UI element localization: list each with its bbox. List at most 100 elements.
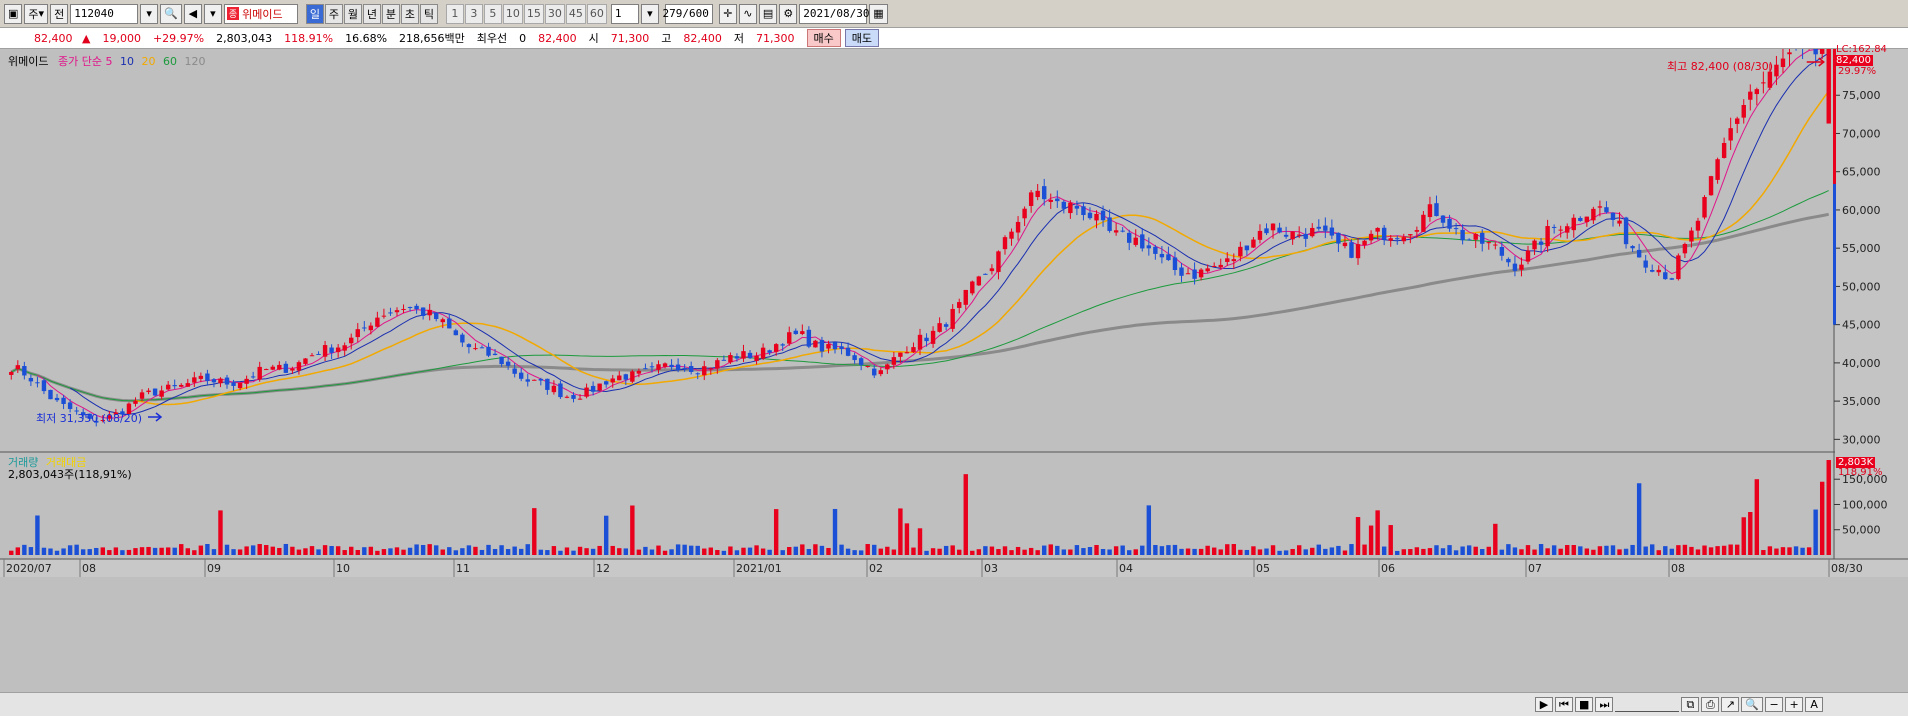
zoom-in-icon[interactable]: + <box>1785 697 1804 712</box>
volume-bar <box>107 550 112 555</box>
volume-bar <box>741 547 746 555</box>
candle-body <box>728 355 733 363</box>
stock-code-input[interactable]: 112040 <box>70 3 139 24</box>
y-tick-label: 55,000 <box>1842 242 1881 255</box>
interval-button[interactable]: 30 <box>544 3 565 24</box>
legend-ma-label: 종가 단순 <box>57 55 102 68</box>
chart-scrollbar[interactable]: ▶ ⏮ ■ ⏭ ⧉ ⎙ ↗ 🔍 − + A <box>0 692 1908 716</box>
scroll-right-icon[interactable]: ▶ <box>1535 697 1553 712</box>
candle-body <box>165 384 171 390</box>
count-input[interactable]: 1 <box>610 3 639 24</box>
candle-body <box>1519 264 1524 270</box>
rewind-icon[interactable]: ⏮ <box>1555 697 1573 712</box>
interval-button[interactable]: 60 <box>586 3 607 24</box>
ma10-line <box>69 52 1829 415</box>
fast-forward-icon[interactable]: ⏭ <box>1595 697 1614 712</box>
gear-icon[interactable]: ⚙ <box>779 3 798 24</box>
candle-body <box>35 382 40 384</box>
y-tick-label: 40,000 <box>1842 357 1881 370</box>
y-tick-label: 30,000 <box>1842 433 1881 446</box>
volume-bar <box>1656 550 1661 555</box>
code-dropdown-icon[interactable]: ▾ <box>140 3 159 24</box>
volume-bar <box>1218 549 1223 555</box>
candle-body <box>322 345 328 357</box>
candle-body <box>643 368 648 370</box>
volume-bar <box>41 547 47 555</box>
interval-button[interactable]: 10 <box>502 3 523 24</box>
period-tab[interactable]: 월 <box>343 3 362 24</box>
volume-bar <box>486 544 491 555</box>
x-tick-label: 05 <box>1256 562 1270 575</box>
zoom-slider[interactable] <box>1615 697 1680 712</box>
volume-bar <box>649 549 655 555</box>
market-mode2-button[interactable]: 전 <box>50 3 69 24</box>
interval-button[interactable]: 5 <box>483 3 502 24</box>
volume-bar <box>1643 546 1648 555</box>
low-arrow <box>148 412 163 422</box>
volume-bar <box>603 515 609 555</box>
stop-icon[interactable]: ■ <box>1575 697 1594 712</box>
period-tab[interactable]: 주 <box>324 3 343 24</box>
candle-body <box>1198 269 1204 278</box>
x-tick-label: 12 <box>596 562 610 575</box>
calendar-icon[interactable]: ▦ <box>869 3 888 24</box>
candle-body <box>1225 258 1230 262</box>
candle-body <box>224 377 230 385</box>
volume-bar <box>1270 545 1276 555</box>
volume-bar <box>283 543 289 555</box>
speaker-icon[interactable]: ◀ <box>183 3 202 24</box>
volume-bar <box>1408 549 1413 555</box>
stock-name-field[interactable]: 종 위메이드 <box>223 3 298 24</box>
interval-button[interactable]: 15 <box>523 3 544 24</box>
volume-bar <box>1251 546 1256 555</box>
candle-body <box>1375 227 1380 232</box>
draw-icon[interactable]: ↗ <box>1721 697 1740 712</box>
chart-menu-icon[interactable]: ▣ <box>4 3 23 24</box>
candle-body <box>630 371 635 382</box>
legend-ma20: 20 <box>141 55 156 68</box>
y-tick-label: 75,000 <box>1842 89 1881 102</box>
copy-icon[interactable]: ⧉ <box>1681 697 1700 712</box>
font-icon[interactable]: A <box>1805 697 1824 712</box>
volume-bar <box>1767 546 1773 555</box>
period-tab[interactable]: 년 <box>362 3 381 24</box>
volume-bar <box>1277 550 1282 555</box>
candle-body <box>551 385 557 393</box>
chart-area[interactable]: 30,000 35,000 40,000 45,000 50,000 55,000 60,0… <box>0 44 1908 715</box>
sell-button[interactable]: 매도 <box>844 29 880 47</box>
candle-body <box>192 377 197 383</box>
print-icon[interactable]: ⎙ <box>1701 697 1720 712</box>
volume-bar <box>100 547 105 555</box>
buy-button[interactable]: 매수 <box>806 29 841 47</box>
candle-body <box>1185 273 1191 275</box>
date-input[interactable]: 2021/08/30 <box>799 3 870 24</box>
candle-body <box>1310 227 1315 237</box>
range-input[interactable]: 279/600 <box>663 3 713 24</box>
volume-bar <box>734 550 740 555</box>
candle-body <box>1617 220 1622 224</box>
speaker-dropdown-icon[interactable]: ▾ <box>203 3 222 24</box>
volume-bar <box>1708 547 1714 555</box>
price-volume-chart[interactable]: 30,000 35,000 40,000 45,000 50,000 55,000 60,0… <box>0 49 1908 715</box>
candle-body <box>1120 230 1125 232</box>
save-icon[interactable]: ▤ <box>758 3 778 24</box>
count-dropdown-icon[interactable]: ▾ <box>640 3 659 24</box>
volume-bar <box>1061 549 1067 555</box>
line-tool-icon[interactable]: ∿ <box>738 3 757 24</box>
volume-bar <box>1375 510 1380 555</box>
interval-button[interactable]: 1 <box>445 3 464 24</box>
period-tab[interactable]: 틱 <box>419 3 438 24</box>
market-mode-select[interactable]: 주 ▾ <box>24 3 49 24</box>
search-icon[interactable]: 🔍 <box>160 3 182 24</box>
interval-button[interactable]: 3 <box>464 3 483 24</box>
zoom-icon[interactable]: 🔍 <box>1741 697 1764 712</box>
volume-bar <box>440 549 445 555</box>
period-tab[interactable]: 초 <box>400 3 419 24</box>
interval-button[interactable]: 45 <box>565 3 586 24</box>
candle-body <box>94 420 99 423</box>
period-tab[interactable]: 일 <box>305 3 324 24</box>
volume-bar <box>1754 479 1760 555</box>
period-tab[interactable]: 분 <box>381 3 400 24</box>
zoom-out-icon[interactable]: − <box>1765 697 1784 712</box>
crosshair-icon[interactable]: ✛ <box>718 3 737 24</box>
